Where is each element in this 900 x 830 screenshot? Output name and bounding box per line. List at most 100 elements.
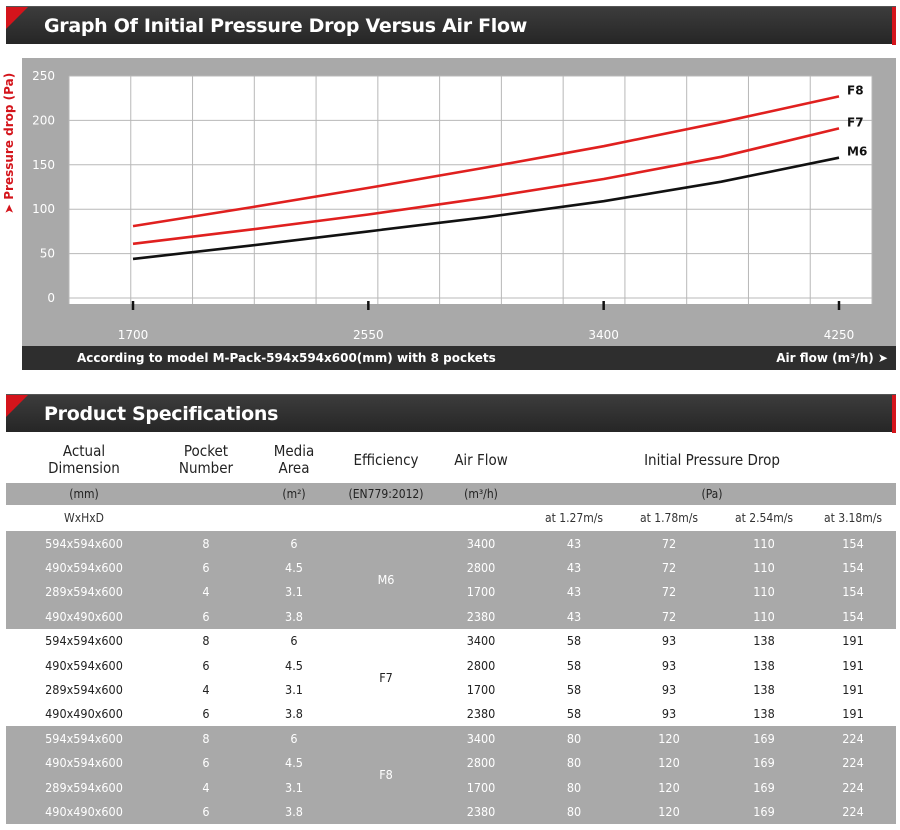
x-tick-label: 2550 [353,328,384,342]
cell-airflow: 2380 [434,604,528,629]
cell-airflow: 3400 [434,726,528,751]
cell-dimension: 289x594x600 [6,579,162,605]
series-label-f7: F7 [847,115,864,129]
x-tick-label: 1700 [118,328,149,342]
cell-p3: 169 [718,726,810,751]
corner-accent [6,395,28,417]
cell-p2: 120 [620,774,718,800]
cell-dimension: 490x594x600 [6,750,162,775]
cell-p1: 43 [528,531,620,556]
cell-p2: 120 [620,750,718,775]
cell-pocket: 6 [162,555,250,580]
pressure-drop-chart: 0 50 100 150 200 250 1700 2550 3400 4250 F8 F7 M6 Ac… [22,58,896,370]
corner-accent [6,7,28,29]
unit-pocket [162,483,250,505]
cell-p2: 93 [620,628,718,653]
cell-dimension: 490x594x600 [6,652,162,678]
cell-p2: 72 [620,555,718,580]
y-tick-label: 100 [32,202,55,216]
cell-p3: 138 [718,677,810,702]
cell-p3: 110 [718,579,810,605]
cell-dimension: 594x594x600 [6,726,162,751]
cell-p1: 58 [528,701,620,727]
cell-pocket: 6 [162,750,250,775]
cell-efficiency: M6 [338,531,434,629]
table-row: 490x490x600 6 3.8 2380 43 72 110 154 [6,604,896,629]
table-row: 490x490x600 6 3.8 2380 80 120 169 224 [6,799,896,824]
x-axis-label: Air flow (m³/h) ➤ [776,351,888,365]
cell-media: 3.8 [250,799,338,824]
cell-airflow: 3400 [434,531,528,556]
cell-p4: 224 [810,726,896,751]
header-efficiency: Efficiency [353,450,419,469]
series-label-f8: F8 [847,83,864,97]
cell-pocket: 6 [162,701,250,727]
cell-dimension: 490x490x600 [6,604,162,629]
cell-p3: 110 [718,555,810,580]
cell-p2: 93 [620,677,718,702]
cell-p1: 80 [528,799,620,824]
cell-dimension: 289x594x600 [6,774,162,800]
cell-efficiency: F8 [338,726,434,824]
cell-p4: 224 [810,750,896,775]
cell-p4: 154 [810,604,896,629]
cell-media: 6 [250,531,338,556]
subheader-row: WxHxD at 1.27m/s at 1.78m/s at 2.54m/s a… [6,505,896,531]
unit-pressure: (Pa) [528,483,896,505]
cell-pocket: 4 [162,579,250,605]
cell-media: 3.8 [250,604,338,629]
cell-p4: 191 [810,628,896,653]
cell-pocket: 6 [162,799,250,824]
header-dimension: Actual Dimension [48,442,120,477]
cell-airflow: 2800 [434,555,528,580]
table-row: 490x594x600 6 4.5 2800 80 120 169 224 [6,750,896,775]
cell-p4: 154 [810,531,896,556]
spec-title: Product Specifications [44,403,279,425]
cell-p3: 169 [718,750,810,775]
plot-background [69,76,872,304]
cell-airflow: 2380 [434,701,528,727]
table-row: 289x594x600 4 3.1 1700 80 120 169 224 [6,774,896,800]
cell-dimension: 490x490x600 [6,799,162,824]
cell-airflow: 1700 [434,677,528,702]
cell-p3: 169 [718,774,810,800]
cell-p1: 80 [528,774,620,800]
cell-pocket: 8 [162,531,250,556]
series-line-f7 [132,127,840,246]
cell-dimension: 594x594x600 [6,628,162,653]
cell-media: 3.1 [250,774,338,800]
cell-p3: 169 [718,799,810,824]
cell-p2: 120 [620,799,718,824]
cell-p2: 72 [620,604,718,629]
table-row: 490x490x600 6 3.8 2380 58 93 138 191 [6,701,896,727]
cell-media: 3.8 [250,701,338,727]
table-row: 594x594x600 8 6 M6 3400 43 72 110 154 [6,531,896,629]
cell-p1: 43 [528,579,620,605]
header-media: Media Area [273,442,315,477]
chart-footer: According to model M-Pack-594x594x600(mm… [22,346,896,370]
y-tick-label: 250 [32,69,55,83]
cell-p4: 154 [810,555,896,580]
cell-p4: 154 [810,579,896,605]
cell-p1: 58 [528,628,620,653]
graph-title: Graph Of Initial Pressure Drop Versus Ai… [44,15,528,37]
cell-p4: 191 [810,652,896,678]
cell-dimension: 594x594x600 [6,531,162,556]
cell-p3: 138 [718,701,810,727]
spec-section-header: Product Specifications [6,394,896,433]
header-pressure: Initial Pressure Drop [644,450,780,469]
cell-efficiency: F7 [338,628,434,727]
cell-pocket: 4 [162,774,250,800]
table-row: 594x594x600 8 6 F8 3400 80 120 169 224 [6,726,896,824]
cell-p4: 191 [810,701,896,727]
cell-p3: 110 [718,531,810,556]
cell-media: 6 [250,628,338,653]
y-axis-label: ➤ Pressure drop (Pa) [2,72,16,214]
cell-media: 4.5 [250,652,338,678]
cell-p2: 72 [620,531,718,556]
cell-airflow: 1700 [434,579,528,605]
cell-dimension: 490x594x600 [6,555,162,580]
sub-p1: at 1.27m/s [544,511,604,525]
cell-pocket: 8 [162,726,250,751]
series-line-m6 [132,156,840,261]
